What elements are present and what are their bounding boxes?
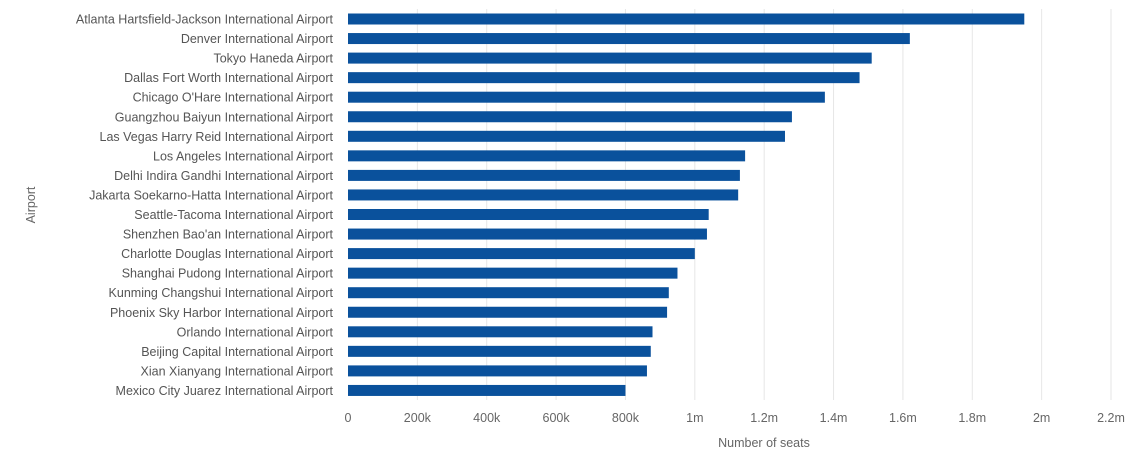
category-label: Jakarta Soekarno-Hatta International Air… (89, 188, 333, 202)
x-tick-label: 200k (404, 411, 432, 425)
x-tick-label: 2m (1033, 411, 1050, 425)
bar[interactable] (348, 52, 872, 64)
bar[interactable] (348, 209, 709, 220)
bar[interactable] (348, 150, 746, 162)
bar[interactable] (348, 365, 647, 377)
category-label: Kunming Changshui International Airport (109, 286, 334, 300)
bar[interactable] (348, 228, 707, 240)
x-axis-title: Number of seats (718, 436, 810, 450)
category-label: Las Vegas Harry Reid International Airpo… (100, 130, 334, 144)
bar[interactable] (348, 72, 860, 84)
category-label: Denver International Airport (181, 32, 334, 46)
category-label: Shenzhen Bao'an International Airport (123, 228, 334, 242)
x-tick-label: 1.8m (958, 411, 986, 425)
x-tick-label: 1.6m (889, 411, 917, 425)
bar[interactable] (348, 169, 740, 181)
bar[interactable] (348, 13, 1025, 25)
bar[interactable] (348, 384, 626, 396)
bar[interactable] (348, 33, 910, 45)
category-label: Beijing Capital International Airport (141, 345, 333, 359)
category-label: Los Angeles International Airport (153, 149, 334, 163)
bar[interactable] (348, 267, 678, 279)
bars (348, 13, 1025, 396)
x-tick-label: 600k (543, 411, 571, 425)
category-label: Mexico City Juarez International Airport (116, 384, 334, 398)
x-tick-label: 800k (612, 411, 640, 425)
x-tick-label: 400k (473, 411, 501, 425)
category-label: Charlotte Douglas International Airport (121, 247, 333, 261)
category-label: Seattle-Tacoma International Airport (134, 208, 333, 222)
bar[interactable] (348, 345, 651, 357)
category-label: Orlando International Airport (177, 325, 334, 339)
bar[interactable] (348, 287, 669, 299)
category-label: Chicago O'Hare International Airport (133, 91, 334, 105)
x-tick-label: 2.2m (1097, 411, 1125, 425)
category-label: Guangzhou Baiyun International Airport (115, 110, 334, 124)
bar[interactable] (348, 189, 739, 201)
category-label: Shanghai Pudong International Airport (122, 267, 334, 281)
bar[interactable] (348, 91, 825, 103)
bar[interactable] (348, 111, 792, 123)
x-tick-label: 1.2m (750, 411, 778, 425)
x-tick-label: 1.4m (820, 411, 848, 425)
grid-lines (416, 9, 1112, 400)
bar[interactable] (348, 306, 668, 318)
category-label: Delhi Indira Gandhi International Airpor… (114, 169, 333, 183)
x-tick-label: 0 (345, 411, 352, 425)
category-label: Atlanta Hartsfield-Jackson International… (76, 13, 334, 27)
category-label: Tokyo Haneda Airport (213, 52, 333, 66)
y-axis-title: Airport (24, 186, 38, 223)
x-tick-labels: 0 200k 400k 600k 800k 1m 1.2m 1.4m 1.6m 1.8m 2m 2.2… (345, 411, 1125, 425)
bar[interactable] (348, 130, 785, 142)
category-label: Phoenix Sky Harbor International Airport (110, 306, 334, 320)
category-labels: Atlanta Hartsfield-Jackson International… (76, 13, 334, 398)
bar[interactable] (348, 326, 653, 338)
category-label: Dallas Fort Worth International Airport (124, 71, 333, 85)
category-label: Xian Xianyang International Airport (141, 364, 334, 378)
x-tick-label: 1m (686, 411, 703, 425)
bar[interactable] (348, 248, 695, 260)
